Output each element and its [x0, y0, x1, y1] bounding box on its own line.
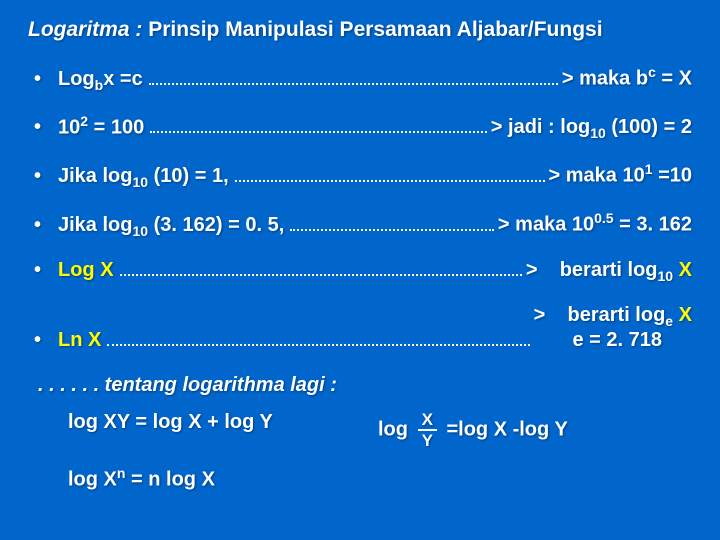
list-item: • Logbx =c > maka bc = X: [34, 64, 692, 93]
list-item: • Log X > berarti log10 X: [34, 259, 692, 284]
leader-dots: [150, 119, 487, 133]
list-item: • Ln X > berarti loge X e = 2. 718: [34, 304, 692, 352]
leader-dots: [107, 332, 529, 346]
item-left: Logbx =c: [58, 68, 143, 93]
bullet-icon: •: [34, 116, 58, 139]
footer-heading: . . . . . . tentang logarithma lagi :: [38, 374, 692, 397]
bullet-icon: •: [34, 214, 58, 237]
bullet-icon: •: [34, 329, 58, 352]
title-rest: Prinsip Manipulasi Persamaan Aljabar/Fun…: [148, 18, 602, 41]
item-left: Ln X: [58, 329, 101, 352]
fraction: X Y: [418, 411, 437, 449]
leader-dots: [290, 217, 494, 231]
equation-row: log Xn = n log X: [68, 465, 692, 492]
slide-title: Logaritma : Prinsip Manipulasi Persamaan…: [28, 18, 692, 42]
leader-dots: [120, 262, 522, 276]
item-right: > berarti log10 X: [526, 259, 692, 284]
bullet-list: • Logbx =c > maka bc = X • 102 = 100 > j…: [34, 64, 692, 352]
list-item: • Jika log10 (10) = 1, > maka 101 =10: [34, 161, 692, 190]
list-item: • Jika log10 (3. 162) = 0. 5, > maka 100…: [34, 210, 692, 239]
item-right: > berarti loge X e = 2. 718: [534, 304, 692, 352]
item-left: Log X: [58, 259, 114, 282]
bullet-icon: •: [34, 259, 58, 282]
item-right: > maka 100.5 = 3. 162: [498, 210, 692, 237]
leader-dots: [235, 168, 545, 182]
equation-row: log XY = log X + log Y log X Y =log X -l…: [68, 411, 692, 449]
leader-dots: [149, 71, 558, 85]
list-item: • 102 = 100 > jadi : log10 (100) = 2: [34, 113, 692, 142]
item-left: Jika log10 (3. 162) = 0. 5,: [58, 214, 284, 239]
item-right: > jadi : log10 (100) = 2: [491, 116, 692, 141]
title-prefix: Logaritma :: [28, 18, 142, 41]
item-right: > maka bc = X: [562, 64, 692, 91]
eq1-right: log X Y =log X -log Y: [378, 411, 568, 449]
bullet-icon: •: [34, 165, 58, 188]
bullet-icon: •: [34, 68, 58, 91]
item-right: > maka 101 =10: [549, 161, 692, 188]
eq1-left: log XY = log X + log Y: [68, 411, 378, 449]
item-left: Jika log10 (10) = 1,: [58, 165, 229, 190]
item-left: 102 = 100: [58, 113, 144, 140]
eq2: log Xn = n log X: [68, 465, 215, 492]
